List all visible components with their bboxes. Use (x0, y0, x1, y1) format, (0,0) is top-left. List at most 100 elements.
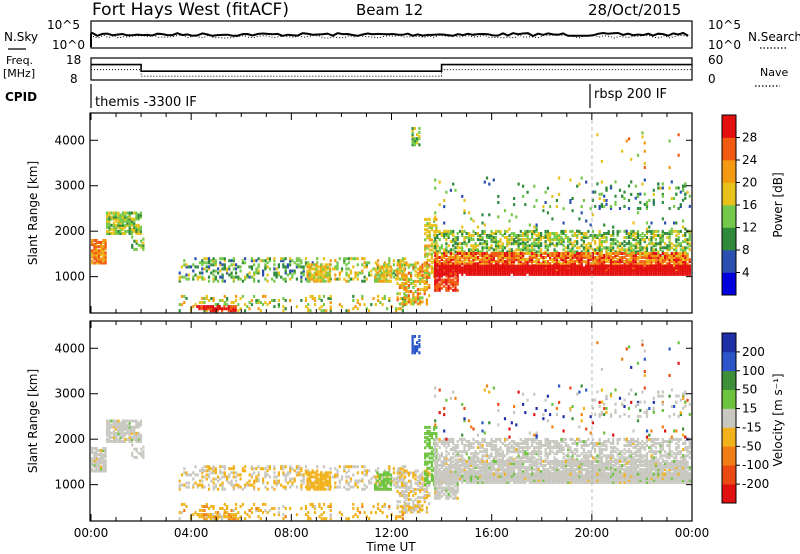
velocity-cell (119, 429, 122, 433)
power-cell (230, 301, 233, 304)
power-cell (607, 264, 610, 268)
velocity-cell (428, 494, 431, 497)
power-cell (643, 262, 646, 266)
velocity-cell (108, 431, 111, 435)
power-cell (452, 248, 455, 252)
power-cell (452, 229, 455, 233)
power-cell (412, 298, 415, 302)
power-cell (488, 236, 491, 239)
velocity-cell (203, 475, 206, 479)
power-cell (528, 270, 531, 274)
power-cell (449, 286, 452, 290)
power-cell (438, 246, 441, 250)
power-cell (499, 258, 502, 262)
power-cell (410, 302, 413, 306)
power-cell (603, 199, 606, 202)
power-cell (654, 258, 658, 262)
power-cell (600, 240, 603, 244)
power-cell (200, 307, 203, 311)
power-cell (578, 229, 581, 233)
power-cell (241, 279, 244, 283)
power-cell (639, 234, 642, 237)
power-cell (661, 266, 664, 270)
power-cell (609, 252, 613, 255)
velocity-cell (214, 515, 217, 519)
velocity-cell (128, 421, 131, 425)
power-cell (661, 246, 664, 250)
velocity-cell (395, 517, 398, 521)
power-cell (352, 277, 355, 281)
power-cell (648, 252, 651, 255)
power-cell (436, 286, 439, 290)
power-cell (654, 244, 658, 248)
velocity-cell (124, 423, 127, 427)
power-cell (452, 278, 455, 282)
power-cell (419, 282, 422, 285)
power-cell (121, 223, 124, 227)
velocity-cell (423, 490, 426, 493)
power-cell (531, 268, 534, 272)
power-cell (684, 270, 687, 274)
power-cell (463, 262, 466, 266)
power-cell (106, 225, 109, 229)
power-cell (549, 266, 552, 270)
velocity-cell (217, 479, 220, 483)
power-cell (361, 271, 364, 275)
power-cell (576, 268, 579, 272)
power-cell (221, 299, 224, 302)
power-cell (600, 242, 603, 246)
power-cell (300, 271, 303, 275)
velocity-cell (264, 485, 267, 489)
power-cell (513, 252, 516, 255)
velocity-cell (383, 469, 386, 473)
power-cell (298, 265, 301, 269)
power-cell (567, 250, 570, 254)
power-cell (515, 272, 518, 276)
power-cell (598, 234, 601, 237)
power-cell (490, 232, 493, 235)
power-cell (476, 238, 480, 242)
velocity-cell (311, 469, 314, 473)
velocity-cell (284, 465, 287, 469)
velocity-cell (318, 515, 321, 519)
power-cell (465, 266, 468, 270)
power-cell (510, 236, 513, 239)
power-cell (670, 270, 673, 274)
power-cell (600, 250, 603, 254)
power-cell (627, 234, 631, 237)
velocity-cell (250, 507, 253, 510)
power-cell (430, 267, 433, 270)
power-cell (569, 248, 572, 252)
power-cell (492, 266, 495, 270)
power-cell (198, 301, 202, 304)
power-cell (340, 267, 344, 271)
power-cell (546, 236, 549, 239)
power-cell (289, 277, 292, 281)
power-cell (571, 272, 574, 276)
power-cell (443, 278, 446, 282)
power-cell (130, 221, 133, 225)
power-cell (567, 254, 570, 257)
power-cell (445, 246, 448, 250)
power-cell (533, 252, 536, 255)
power-cell (483, 232, 486, 235)
power-cell (519, 234, 522, 237)
power-cell (93, 253, 96, 257)
power-cell (596, 182, 599, 186)
power-cell (461, 266, 464, 270)
power-cell (636, 262, 640, 266)
power-cell (298, 259, 301, 263)
power-cell (434, 268, 437, 272)
velocity-cell (121, 427, 124, 431)
power-cell (205, 307, 208, 311)
power-cell (513, 203, 516, 207)
power-cell (659, 242, 662, 246)
power-cell (266, 257, 269, 261)
velocity-cell (315, 471, 318, 475)
power-cell (354, 257, 357, 261)
power-cell (627, 232, 631, 235)
power-cell (492, 178, 495, 182)
velocity-cell (322, 502, 326, 506)
velocity-cell (104, 461, 107, 465)
power-cell (517, 270, 520, 274)
